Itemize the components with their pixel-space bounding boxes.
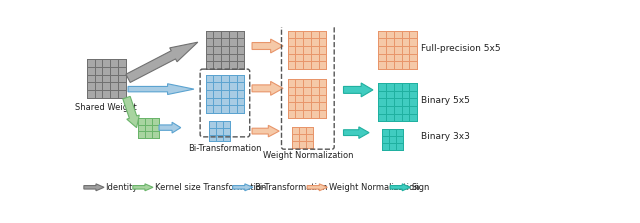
- Bar: [205, 74, 244, 113]
- Text: Sign: Sign: [412, 183, 430, 192]
- Bar: [288, 79, 326, 118]
- Polygon shape: [128, 84, 194, 95]
- Bar: [209, 121, 230, 141]
- Polygon shape: [133, 184, 153, 191]
- Polygon shape: [126, 42, 198, 83]
- Polygon shape: [344, 83, 373, 97]
- Text: Kernel size Transformation: Kernel size Transformation: [154, 183, 266, 192]
- Text: Bi-Transformation: Bi-Transformation: [255, 183, 328, 192]
- Bar: [138, 118, 159, 138]
- Bar: [378, 83, 417, 122]
- Text: Shared Weight: Shared Weight: [76, 103, 137, 112]
- Bar: [292, 127, 312, 148]
- Text: Full-precision 5x5: Full-precision 5x5: [421, 44, 500, 53]
- Bar: [87, 59, 125, 98]
- Text: Weight Normalization: Weight Normalization: [329, 183, 419, 192]
- Polygon shape: [84, 184, 104, 191]
- Polygon shape: [233, 184, 253, 191]
- Polygon shape: [344, 127, 369, 138]
- Bar: [205, 31, 244, 69]
- Polygon shape: [307, 184, 327, 191]
- Polygon shape: [252, 39, 283, 53]
- Polygon shape: [159, 122, 180, 133]
- Bar: [378, 31, 417, 69]
- Text: Binary 5x5: Binary 5x5: [421, 96, 470, 105]
- Polygon shape: [390, 184, 410, 191]
- Polygon shape: [123, 96, 140, 128]
- Bar: [288, 31, 326, 69]
- Polygon shape: [252, 125, 279, 137]
- Polygon shape: [252, 81, 283, 95]
- Text: Identity: Identity: [106, 183, 138, 192]
- Text: Binary 3x3: Binary 3x3: [421, 132, 470, 141]
- Text: Bi-Transformation: Bi-Transformation: [188, 144, 262, 153]
- Bar: [382, 129, 403, 150]
- Text: Weight Normalization: Weight Normalization: [262, 151, 353, 161]
